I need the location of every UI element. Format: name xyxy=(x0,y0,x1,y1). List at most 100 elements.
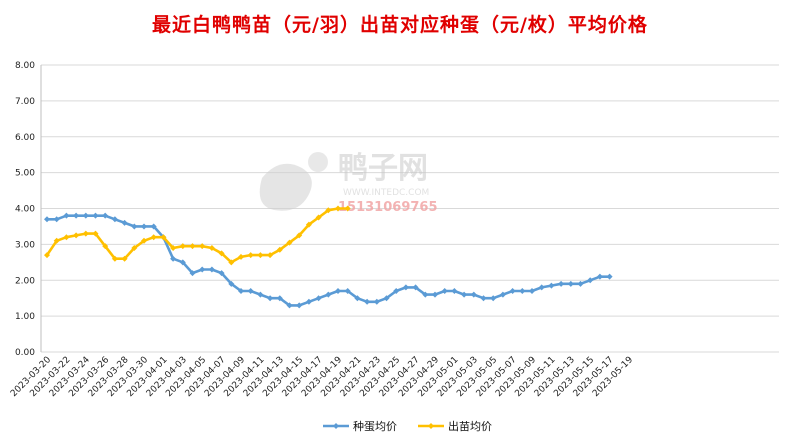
data-point xyxy=(218,270,225,277)
data-point xyxy=(315,295,322,302)
data-point xyxy=(267,252,274,259)
data-point xyxy=(432,291,438,298)
data-point xyxy=(490,295,497,302)
data-point xyxy=(131,223,138,230)
data-point xyxy=(92,212,99,219)
data-point xyxy=(344,288,351,295)
data-point xyxy=(267,295,274,302)
data-point xyxy=(286,239,293,246)
data-point xyxy=(121,219,128,226)
data-point xyxy=(82,212,89,219)
data-point xyxy=(499,291,506,298)
data-point xyxy=(548,282,555,289)
data-point xyxy=(509,288,516,295)
data-point xyxy=(393,288,400,295)
watermark-url: WWW.INTEDC.COM xyxy=(343,188,429,198)
data-point xyxy=(315,214,322,221)
data-point xyxy=(150,234,157,241)
data-point xyxy=(354,295,361,302)
y-tick-label: 1.00 xyxy=(15,312,35,322)
data-point xyxy=(218,250,225,257)
data-point xyxy=(141,237,147,244)
data-point xyxy=(121,255,128,262)
data-point xyxy=(208,244,215,251)
data-point xyxy=(567,280,574,287)
data-point xyxy=(238,253,244,260)
duck-logo-icon xyxy=(259,163,312,211)
data-point xyxy=(141,223,147,230)
data-point xyxy=(305,298,312,305)
data-point xyxy=(228,280,235,287)
watermark-phone: 15131069765 xyxy=(338,200,438,215)
data-point xyxy=(529,288,535,295)
data-point xyxy=(257,291,264,298)
data-point xyxy=(412,284,419,291)
data-point xyxy=(305,221,312,228)
data-point xyxy=(199,243,206,250)
data-point xyxy=(247,288,254,295)
y-tick-label: 5.00 xyxy=(15,169,35,179)
data-point xyxy=(335,288,341,295)
legend-label: 种蛋均价 xyxy=(353,419,397,433)
data-point xyxy=(111,216,118,223)
data-point xyxy=(344,205,351,212)
data-point xyxy=(189,270,196,277)
data-point xyxy=(228,259,235,266)
data-point xyxy=(73,212,80,219)
data-point xyxy=(519,288,526,295)
watermark-brand: 鸭子网 xyxy=(338,151,428,186)
data-point xyxy=(150,223,157,230)
data-point xyxy=(286,302,293,309)
data-point xyxy=(296,232,303,239)
data-point xyxy=(102,212,109,219)
data-point xyxy=(53,216,60,223)
data-point xyxy=(111,255,118,262)
y-tick-label: 8.00 xyxy=(15,61,35,71)
data-point xyxy=(470,291,477,298)
data-point xyxy=(63,212,70,219)
data-point xyxy=(587,277,594,284)
data-point xyxy=(257,252,264,259)
y-tick-label: 2.00 xyxy=(15,276,35,286)
data-point xyxy=(383,295,390,302)
data-point xyxy=(422,291,429,298)
y-tick-label: 3.00 xyxy=(15,240,35,250)
data-point xyxy=(179,259,186,266)
data-point xyxy=(480,295,487,302)
data-point xyxy=(461,291,468,298)
y-tick-label: 4.00 xyxy=(15,205,35,215)
data-point xyxy=(73,232,80,239)
data-point xyxy=(441,288,448,295)
data-point xyxy=(170,244,177,251)
data-point xyxy=(606,273,613,280)
data-point xyxy=(131,244,138,251)
data-point xyxy=(44,216,50,223)
legend-swatch-marker xyxy=(333,423,339,429)
data-point xyxy=(325,207,332,214)
y-tick-label: 7.00 xyxy=(15,97,35,107)
data-point xyxy=(276,295,283,302)
data-point xyxy=(364,298,371,305)
data-point xyxy=(577,280,584,287)
data-point xyxy=(558,280,565,287)
data-point xyxy=(538,284,545,291)
data-point xyxy=(276,246,283,253)
y-tick-label: 6.00 xyxy=(15,133,35,143)
duck-head-icon xyxy=(308,152,328,172)
y-tick-label: 0.00 xyxy=(15,348,35,358)
data-point xyxy=(402,284,409,291)
data-point xyxy=(335,205,341,212)
data-point xyxy=(596,273,603,280)
data-point xyxy=(179,243,186,250)
data-point xyxy=(247,252,254,259)
data-point xyxy=(199,266,206,273)
data-point xyxy=(325,291,332,298)
data-point xyxy=(63,234,70,241)
data-point xyxy=(451,288,458,295)
legend-swatch-marker xyxy=(428,423,434,429)
data-point xyxy=(373,298,380,305)
data-point xyxy=(160,234,167,241)
data-point xyxy=(170,255,177,262)
